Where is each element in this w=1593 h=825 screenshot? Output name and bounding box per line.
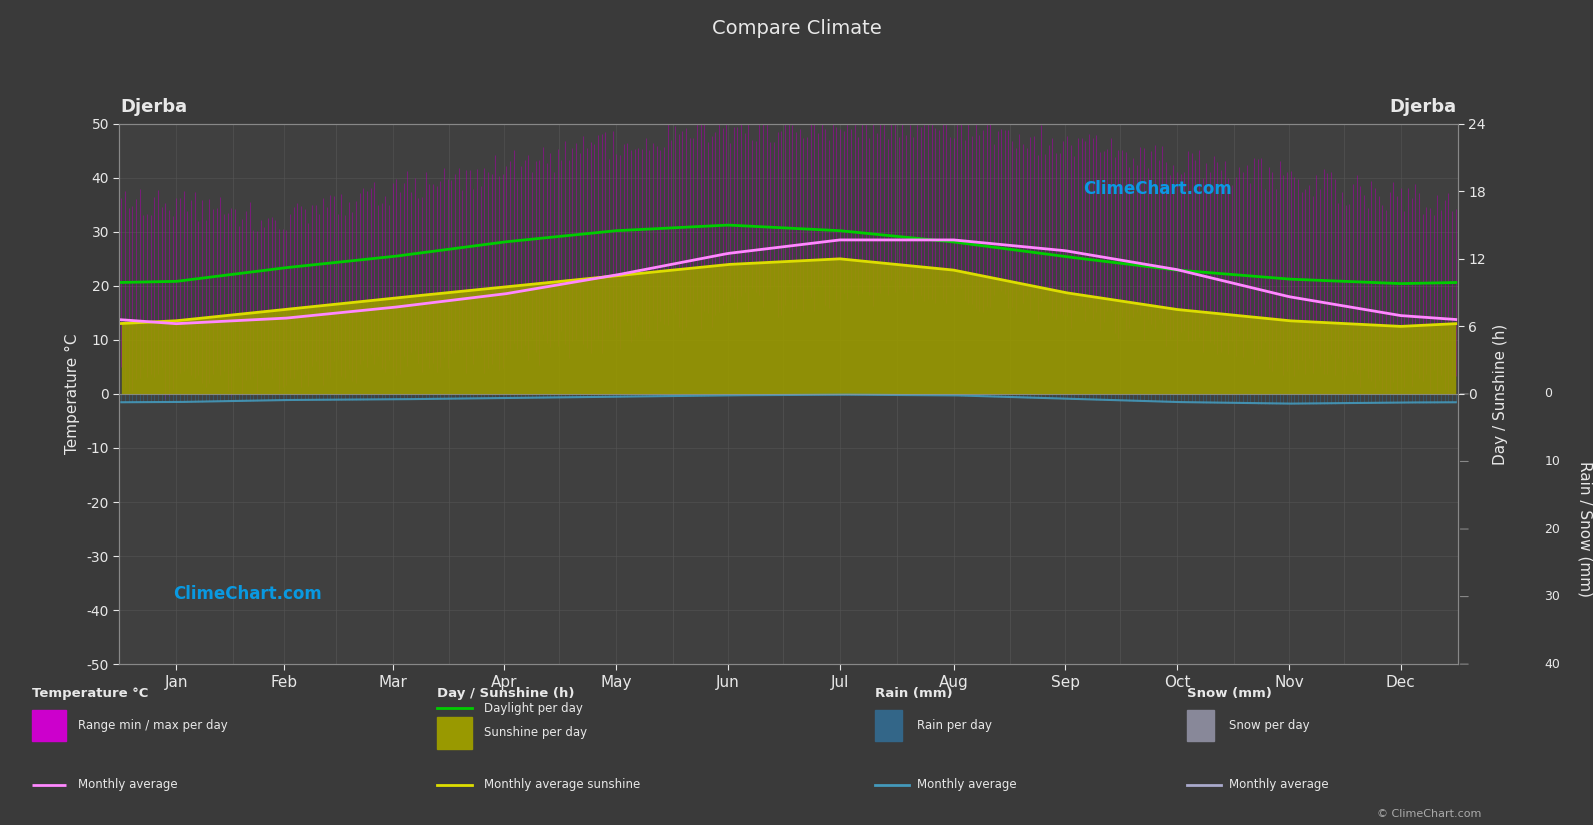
Text: Range min / max per day: Range min / max per day [78, 719, 228, 732]
Text: 10: 10 [1545, 455, 1561, 468]
Y-axis label: Temperature °C: Temperature °C [65, 333, 80, 455]
Text: ClimeChart.com: ClimeChart.com [174, 585, 322, 603]
Text: Monthly average sunshine: Monthly average sunshine [484, 778, 640, 791]
Bar [438, 717, 472, 749]
Text: Daylight per day: Daylight per day [484, 702, 583, 714]
Text: Compare Climate: Compare Climate [712, 19, 881, 39]
Text: 30: 30 [1545, 590, 1561, 603]
Text: 0: 0 [1545, 388, 1553, 400]
Bar [1187, 710, 1214, 742]
Bar [32, 710, 65, 742]
Text: © ClimeChart.com: © ClimeChart.com [1376, 808, 1481, 818]
Text: 40: 40 [1545, 658, 1561, 671]
Text: Sunshine per day: Sunshine per day [484, 726, 588, 739]
Text: Rain per day: Rain per day [916, 719, 992, 732]
Text: 20: 20 [1545, 522, 1561, 535]
Text: Temperature °C: Temperature °C [32, 686, 148, 700]
Text: Djerba: Djerba [1389, 97, 1456, 116]
Text: Day / Sunshine (h): Day / Sunshine (h) [438, 686, 575, 700]
Text: Rain (mm): Rain (mm) [875, 686, 953, 700]
Text: Snow (mm): Snow (mm) [1187, 686, 1271, 700]
Text: Rain / Snow (mm): Rain / Snow (mm) [1577, 461, 1593, 597]
Text: Monthly average: Monthly average [78, 778, 178, 791]
Text: Snow per day: Snow per day [1228, 719, 1309, 732]
Y-axis label: Day / Sunshine (h): Day / Sunshine (h) [1493, 323, 1507, 464]
Bar [875, 710, 902, 742]
Text: Monthly average: Monthly average [916, 778, 1016, 791]
Text: Monthly average: Monthly average [1228, 778, 1329, 791]
Text: ClimeChart.com: ClimeChart.com [1083, 180, 1231, 198]
Text: Djerba: Djerba [121, 97, 188, 116]
